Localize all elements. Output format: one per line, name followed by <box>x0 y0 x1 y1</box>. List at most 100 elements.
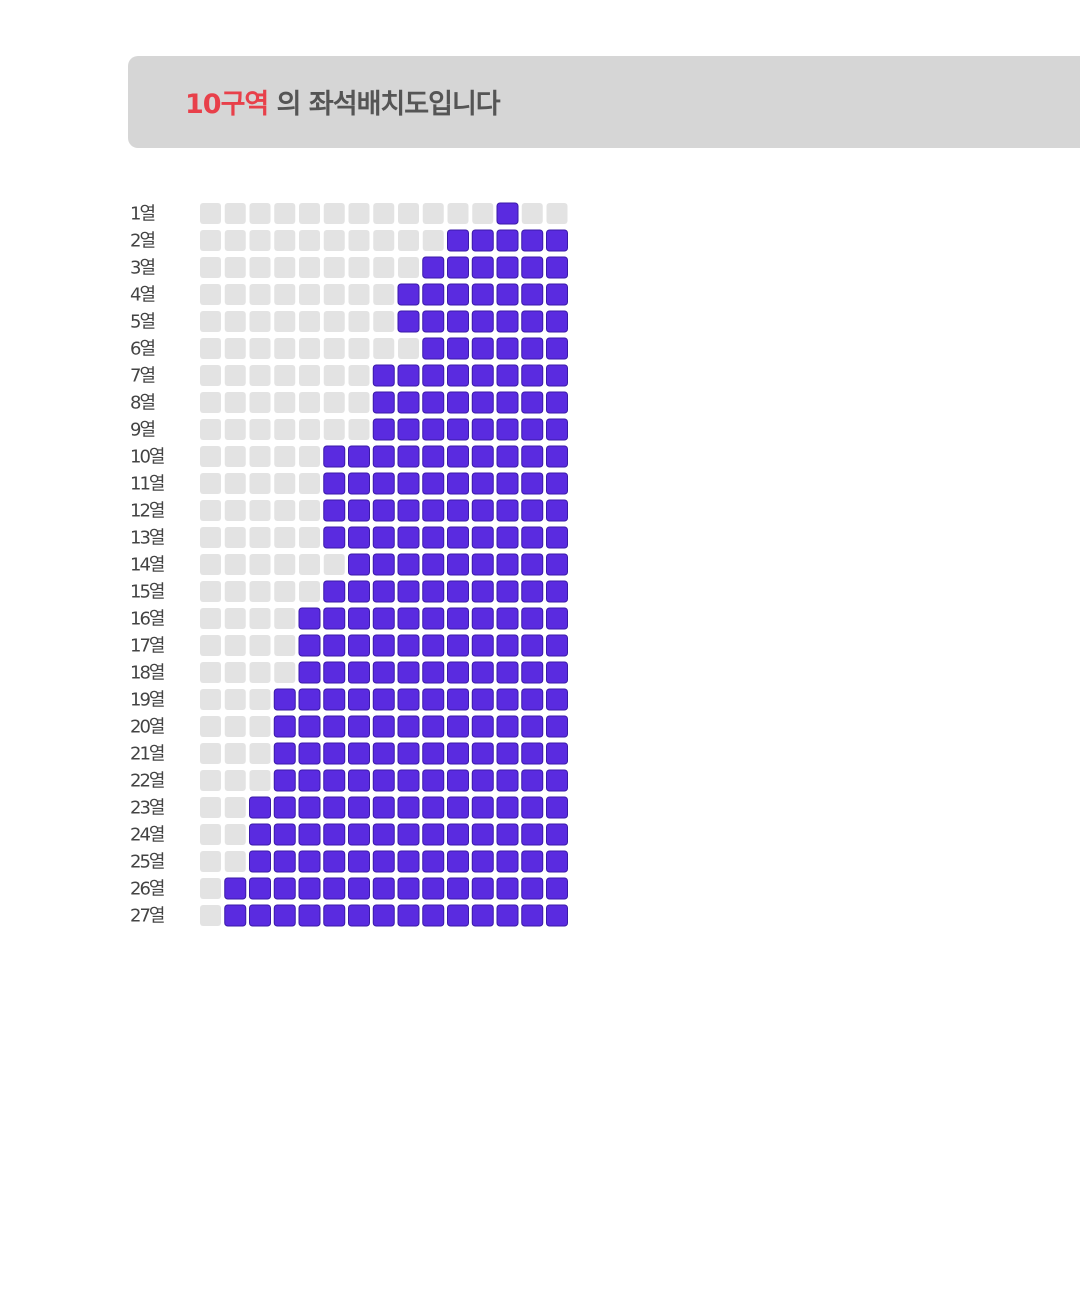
seat-empty[interactable] <box>200 770 221 791</box>
seat-taken[interactable] <box>348 904 370 927</box>
seat-empty[interactable] <box>200 338 221 359</box>
seat-taken[interactable] <box>323 850 346 873</box>
seat-empty[interactable] <box>521 203 543 224</box>
seat-taken[interactable] <box>249 850 271 873</box>
seat-taken[interactable] <box>521 850 544 873</box>
seat-taken[interactable] <box>397 526 420 549</box>
seat-taken[interactable] <box>471 499 494 522</box>
seat-taken[interactable] <box>298 607 321 630</box>
seat-taken[interactable] <box>496 877 519 900</box>
seat-taken[interactable] <box>471 607 494 630</box>
seat-taken[interactable] <box>397 310 420 333</box>
seat-taken[interactable] <box>546 823 568 846</box>
seat-taken[interactable] <box>323 715 346 738</box>
seat-taken[interactable] <box>496 202 519 225</box>
seat-taken[interactable] <box>496 526 519 549</box>
seat-taken[interactable] <box>323 688 346 711</box>
seat-taken[interactable] <box>348 796 370 819</box>
seat-empty[interactable] <box>348 203 370 224</box>
seat-empty[interactable] <box>224 581 246 602</box>
seat-taken[interactable] <box>546 526 568 549</box>
seat-empty[interactable] <box>224 527 246 548</box>
seat-taken[interactable] <box>323 742 346 765</box>
seat-taken[interactable] <box>447 769 469 792</box>
seat-taken[interactable] <box>521 472 544 495</box>
seat-taken[interactable] <box>273 823 296 846</box>
seat-empty[interactable] <box>348 419 370 440</box>
seat-taken[interactable] <box>447 499 469 522</box>
seat-empty[interactable] <box>447 203 469 224</box>
seat-empty[interactable] <box>200 581 221 602</box>
seat-taken[interactable] <box>372 580 395 603</box>
seat-empty[interactable] <box>249 203 271 224</box>
seat-empty[interactable] <box>348 311 370 332</box>
seat-taken[interactable] <box>348 499 370 522</box>
seat-taken[interactable] <box>447 796 469 819</box>
seat-empty[interactable] <box>348 230 370 251</box>
seat-taken[interactable] <box>447 310 469 333</box>
seat-empty[interactable] <box>299 230 320 251</box>
seat-taken[interactable] <box>447 256 469 279</box>
seat-taken[interactable] <box>496 769 519 792</box>
seat-taken[interactable] <box>546 418 568 441</box>
seat-taken[interactable] <box>348 607 370 630</box>
seat-empty[interactable] <box>224 284 246 305</box>
seat-taken[interactable] <box>397 850 420 873</box>
seat-taken[interactable] <box>298 850 321 873</box>
seat-taken[interactable] <box>447 715 469 738</box>
seat-empty[interactable] <box>274 419 296 440</box>
seat-empty[interactable] <box>224 635 246 656</box>
seat-empty[interactable] <box>200 662 221 683</box>
seat-taken[interactable] <box>471 229 494 252</box>
seat-empty[interactable] <box>200 527 221 548</box>
seat-taken[interactable] <box>521 904 544 927</box>
seat-taken[interactable] <box>521 445 544 468</box>
seat-empty[interactable] <box>249 527 271 548</box>
seat-taken[interactable] <box>521 310 544 333</box>
seat-empty[interactable] <box>299 338 320 359</box>
seat-taken[interactable] <box>546 688 568 711</box>
seat-empty[interactable] <box>249 257 271 278</box>
seat-taken[interactable] <box>447 661 469 684</box>
seat-taken[interactable] <box>521 391 544 414</box>
seat-empty[interactable] <box>249 365 271 386</box>
seat-empty[interactable] <box>224 257 246 278</box>
seat-taken[interactable] <box>521 229 544 252</box>
seat-taken[interactable] <box>372 607 395 630</box>
seat-empty[interactable] <box>224 365 246 386</box>
seat-taken[interactable] <box>422 769 445 792</box>
seat-empty[interactable] <box>398 230 419 251</box>
seat-taken[interactable] <box>496 472 519 495</box>
seat-empty[interactable] <box>200 824 221 845</box>
seat-empty[interactable] <box>299 473 320 494</box>
seat-taken[interactable] <box>496 364 519 387</box>
seat-taken[interactable] <box>273 742 296 765</box>
seat-taken[interactable] <box>422 472 445 495</box>
seat-taken[interactable] <box>422 283 445 306</box>
seat-taken[interactable] <box>298 742 321 765</box>
seat-taken[interactable] <box>372 904 395 927</box>
seat-empty[interactable] <box>249 662 271 683</box>
seat-taken[interactable] <box>546 310 568 333</box>
seat-empty[interactable] <box>200 608 221 629</box>
seat-taken[interactable] <box>372 796 395 819</box>
seat-taken[interactable] <box>496 391 519 414</box>
seat-taken[interactable] <box>521 634 544 657</box>
seat-taken[interactable] <box>546 553 568 576</box>
seat-empty[interactable] <box>249 581 271 602</box>
seat-empty[interactable] <box>274 257 296 278</box>
seat-taken[interactable] <box>422 580 445 603</box>
seat-taken[interactable] <box>422 499 445 522</box>
seat-empty[interactable] <box>200 365 221 386</box>
seat-taken[interactable] <box>422 418 445 441</box>
seat-taken[interactable] <box>323 823 346 846</box>
seat-taken[interactable] <box>447 688 469 711</box>
seat-taken[interactable] <box>422 823 445 846</box>
seat-taken[interactable] <box>496 850 519 873</box>
seat-taken[interactable] <box>323 877 346 900</box>
seat-taken[interactable] <box>348 634 370 657</box>
seat-empty[interactable] <box>200 392 221 413</box>
seat-empty[interactable] <box>249 608 271 629</box>
seat-empty[interactable] <box>274 311 296 332</box>
seat-taken[interactable] <box>496 499 519 522</box>
